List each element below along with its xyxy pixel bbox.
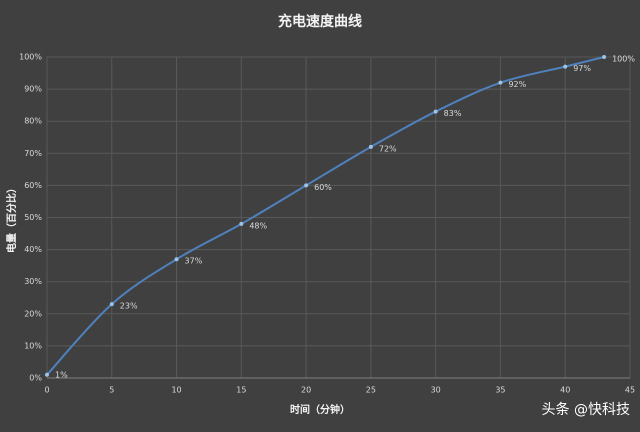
data-label: 83% [444, 109, 462, 118]
watermark: 头条 @快科技 [542, 401, 630, 418]
y-tick-label: 10% [24, 341, 42, 350]
data-label: 1% [55, 370, 68, 379]
data-label: 97% [573, 64, 591, 73]
point [498, 80, 503, 85]
point [368, 144, 373, 149]
x-tick-label: 35 [495, 386, 505, 395]
data-label: 100% [612, 55, 635, 64]
y-tick-label: 100% [19, 53, 42, 62]
data-label: 60% [314, 183, 332, 192]
x-tick-label: 10 [171, 386, 181, 395]
chart-title: 充电速度曲线 [278, 13, 362, 30]
y-tick-label: 90% [24, 85, 42, 94]
y-tick-label: 50% [24, 213, 42, 222]
point [304, 183, 309, 188]
point [174, 257, 179, 262]
data-label: 92% [508, 80, 526, 89]
data-label: 72% [379, 144, 397, 153]
point [109, 302, 114, 307]
x-tick-label: 20 [301, 386, 311, 395]
x-tick-label: 25 [366, 386, 376, 395]
point [563, 64, 568, 69]
x-tick-label: 15 [236, 386, 246, 395]
x-tick-label: 5 [109, 386, 114, 395]
data-label: 23% [120, 302, 138, 311]
x-tick-label: 0 [44, 386, 49, 395]
y-axis-label: 电量（百分比） [5, 183, 18, 253]
data-label: 37% [185, 257, 203, 266]
point [602, 55, 607, 59]
x-tick-label: 30 [431, 386, 441, 395]
y-tick-label: 20% [24, 309, 42, 318]
y-tick-label: 0% [29, 374, 42, 383]
point [239, 221, 244, 226]
y-tick-label: 60% [24, 181, 42, 190]
y-tick-label: 30% [24, 277, 42, 286]
x-tick-label: 45 [625, 386, 635, 395]
data-label: 48% [249, 221, 267, 230]
point [45, 372, 49, 377]
y-tick-label: 80% [24, 117, 42, 126]
line [46, 56, 605, 376]
point [433, 109, 438, 114]
y-tick-label: 70% [24, 149, 42, 158]
x-axis-label: 时间（分钟） [290, 403, 350, 416]
x-tick-label: 40 [560, 386, 570, 395]
y-tick-label: 40% [24, 245, 42, 254]
